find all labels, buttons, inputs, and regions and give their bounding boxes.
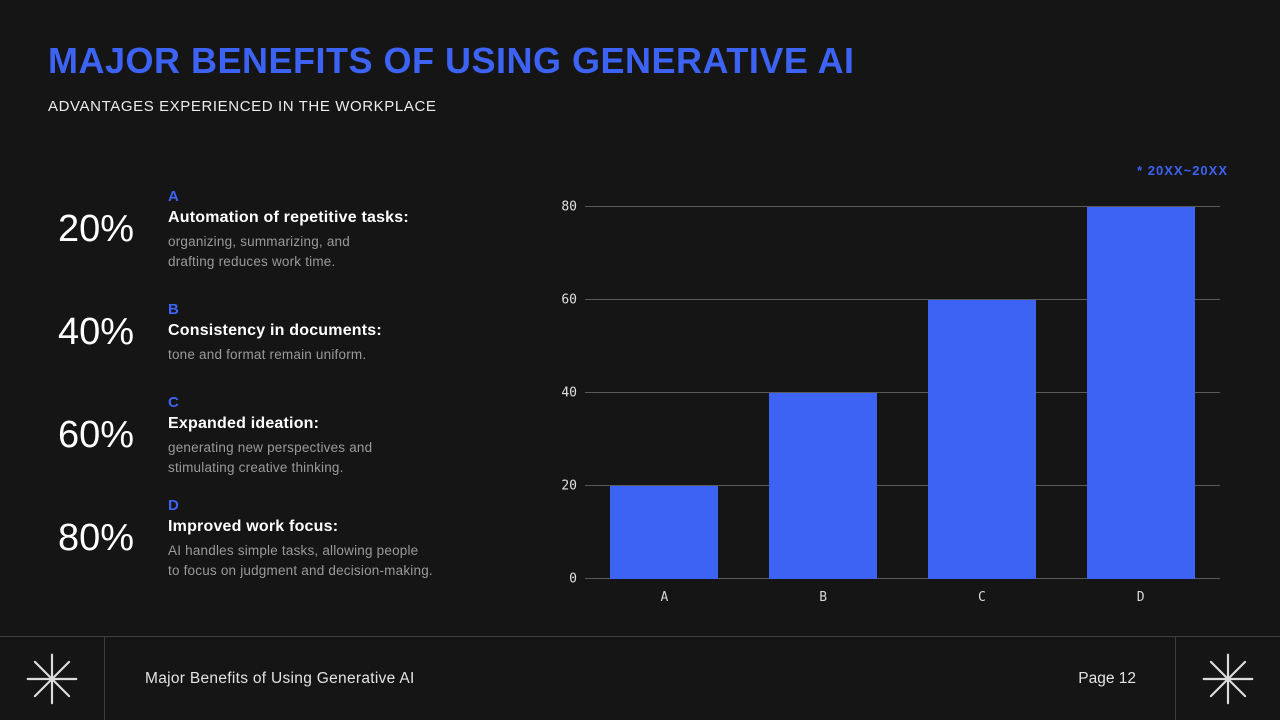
footer: Major Benefits of Using Generative AI Pa… <box>0 636 1280 720</box>
y-axis-tick-label: 0 <box>569 571 577 587</box>
benefit-percent: 40% <box>58 311 135 353</box>
bar-B <box>769 393 878 579</box>
gridline <box>585 299 1220 300</box>
benefit-percent: 80% <box>58 517 135 559</box>
benefit-text: A Automation of repetitive tasks: organi… <box>168 188 498 270</box>
gridline <box>585 578 1220 579</box>
benefit-description: generating new perspectives and stimulat… <box>168 440 373 475</box>
benefit-description: AI handles simple tasks, allowing people… <box>168 543 433 578</box>
gridline <box>585 392 1220 393</box>
footer-title: Major Benefits of Using Generative AI <box>145 669 415 687</box>
x-axis-tick-label: A <box>660 590 669 605</box>
benefit-item-b: 40% B Consistency in documents: tone and… <box>58 281 498 384</box>
benefits-list: 20% A Automation of repetitive tasks: or… <box>58 178 498 590</box>
benefit-heading: Improved work focus: <box>168 518 339 536</box>
benefit-item-c: 60% C Expanded ideation: generating new … <box>58 384 498 487</box>
bar-chart: 0 20 40 60 80 A B C D <box>545 200 1220 605</box>
page-subtitle: ADVANTAGES EXPERIENCED IN THE WORKPLACE <box>48 98 437 115</box>
benefit-item-d: 80% D Improved work focus: AI handles si… <box>58 487 498 590</box>
benefit-percent: 60% <box>58 414 135 456</box>
gridline <box>585 206 1220 207</box>
chart-footnote: * 20XX~20XX <box>1137 163 1228 178</box>
x-axis-tick-label: C <box>977 590 986 605</box>
y-axis-tick-label: 20 <box>561 478 577 494</box>
bar-D <box>1086 207 1195 579</box>
header: MAJOR BENEFITS OF USING GENERATIVE AI AD… <box>48 40 855 115</box>
bar-chart-plot: 0 20 40 60 80 A B C D <box>561 200 1220 605</box>
benefit-heading: Consistency in documents: <box>168 321 382 339</box>
y-axis-tick-label: 60 <box>561 292 577 308</box>
bar-A <box>610 486 719 579</box>
y-axis-tick-label: 80 <box>561 199 577 215</box>
benefit-text: C Expanded ideation: generating new pers… <box>168 394 498 476</box>
star-icon <box>1202 653 1254 704</box>
benefit-heading: Expanded ideation: <box>168 415 320 433</box>
footer-page-number: Page 12 <box>1078 669 1136 687</box>
benefit-heading: Automation of repetitive tasks: <box>168 209 409 227</box>
benefit-text: B Consistency in documents: tone and for… <box>168 301 498 364</box>
benefit-description: tone and format remain uniform. <box>168 346 367 362</box>
page-title: MAJOR BENEFITS OF USING GENERATIVE AI <box>48 40 855 81</box>
y-axis-tick-label: 40 <box>561 385 577 401</box>
x-axis-tick-label: D <box>1136 590 1145 605</box>
benefit-letter: A <box>168 188 180 206</box>
benefit-percent: 20% <box>58 208 135 250</box>
x-axis-tick-label: B <box>819 590 828 605</box>
benefit-description: organizing, summarizing, and drafting re… <box>168 234 350 269</box>
benefit-item-a: 20% A Automation of repetitive tasks: or… <box>58 178 498 281</box>
benefit-letter: C <box>168 394 180 412</box>
star-icon <box>26 653 78 704</box>
benefit-letter: D <box>168 497 180 515</box>
footer-right-box <box>1175 637 1280 720</box>
gridline <box>585 485 1220 486</box>
footer-left-box <box>0 637 105 720</box>
bar-C <box>927 300 1036 579</box>
benefit-letter: B <box>168 300 180 318</box>
benefit-text: D Improved work focus: AI handles simple… <box>168 497 498 579</box>
